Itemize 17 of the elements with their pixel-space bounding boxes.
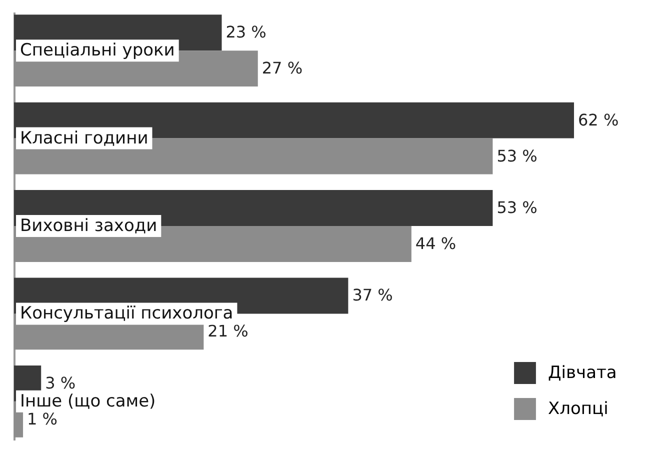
data-label: 62 % (578, 110, 619, 130)
legend-label: Дівчата (548, 363, 617, 383)
data-label: 23 % (226, 22, 266, 42)
y-tick-label: Класні години (20, 128, 148, 148)
data-label: 44 % (415, 234, 456, 253)
legend-label: Хлопці (548, 399, 608, 419)
data-label: 53 % (496, 146, 538, 166)
data-label: 53 % (496, 198, 538, 218)
data-label: 1 % (27, 409, 58, 428)
y-tick-label: Інше (що саме) (20, 391, 156, 412)
y-tick-label: Спеціальні уроки (20, 40, 175, 61)
y-tick-label: Консультації психолога (20, 304, 234, 324)
data-label: 3 % (45, 373, 76, 392)
data-label: 27 % (262, 58, 303, 78)
data-label: 21 % (208, 322, 248, 341)
y-tick-label: Виховні заходи (20, 216, 158, 236)
data-label: 37 % (352, 286, 393, 305)
